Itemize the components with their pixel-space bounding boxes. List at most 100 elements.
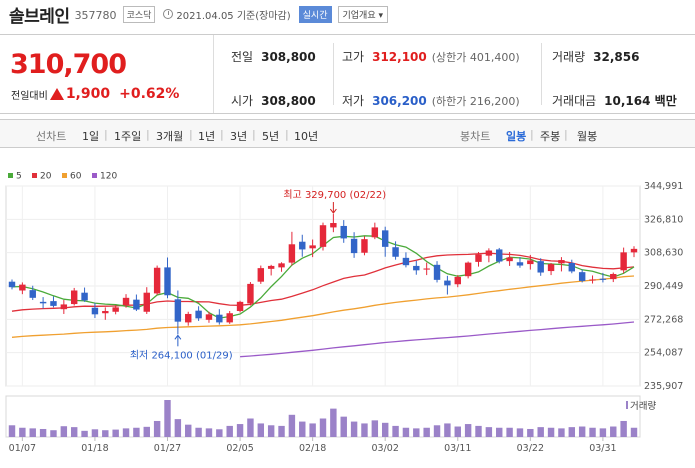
volume-bar [537, 427, 544, 437]
tab-1w[interactable]: 1주일 [114, 130, 142, 143]
stock-name[interactable]: 솔브레인 [9, 6, 70, 27]
tab-10y[interactable]: 10년 [294, 130, 319, 143]
volume-bar [547, 427, 555, 437]
volume-bar [361, 423, 368, 437]
volume-bar [464, 424, 472, 437]
candle-body [413, 265, 420, 271]
candle-body [195, 310, 202, 319]
volume-bar [164, 400, 171, 437]
x-tick-label: 02/18 [299, 443, 326, 454]
divider [333, 43, 334, 105]
candle-body [444, 280, 451, 286]
candle-body [19, 284, 26, 291]
volume-bar [620, 420, 627, 437]
candle-body [361, 239, 368, 253]
candle-body [620, 252, 627, 271]
y-tick-label: 344,991 [644, 181, 683, 192]
chart-canvas[interactable]: 344,991 326,810 308,630 290,449 272,268 254,0… [0, 166, 695, 464]
volume-bar [340, 416, 347, 437]
tab-1y[interactable]: 1년 [198, 130, 216, 143]
candle-body [537, 261, 544, 273]
y-tick-label: 308,630 [644, 248, 683, 259]
candle-body [610, 273, 617, 280]
candle-body [288, 244, 296, 263]
volume-bar [133, 427, 140, 437]
y-tick-label: 235,907 [644, 381, 683, 392]
volume-bar [330, 408, 337, 437]
volume-bar [299, 421, 306, 437]
low-arrow-head [174, 334, 182, 340]
volume-bar [257, 423, 265, 437]
volume-bar [433, 425, 441, 437]
candle-body [70, 290, 78, 305]
volume-legend-swatch [626, 401, 628, 409]
tab-monthly[interactable]: 월봉 [577, 130, 598, 143]
tab-weekly[interactable]: 주봉 [540, 130, 561, 143]
company-overview-dropdown[interactable]: 기업개요 ▾ [337, 5, 388, 23]
candle-body [91, 307, 99, 315]
candle-body [50, 301, 57, 306]
stock-code: 357780 [74, 8, 117, 22]
candle-body [485, 250, 493, 256]
candle-body [102, 311, 109, 314]
candle-body [247, 283, 254, 304]
quote-date-text: 2021.04.05 기준(장마감) [176, 10, 291, 22]
tab-5y[interactable]: 5년 [262, 130, 280, 143]
header: 솔브레인 357780 코스닥 2021.04.05 기준(장마감) 실시간 기… [0, 0, 695, 28]
high-value: 312,100 [372, 49, 427, 64]
candle-body [381, 230, 389, 247]
volume-label: 거래량 [552, 50, 586, 64]
tab-1d[interactable]: 1일 [82, 130, 100, 143]
tab-3m[interactable]: 3개월 [156, 130, 184, 143]
low-label: 저가 [342, 94, 365, 108]
candle-body [257, 268, 265, 282]
volume-bar [599, 428, 607, 437]
volume-bar [423, 427, 430, 437]
candle-body [278, 263, 285, 268]
x-tick-label: 01/18 [81, 443, 108, 454]
high-label: 고가 [342, 50, 365, 64]
legend-label: 5 [16, 172, 22, 182]
volume-bar [475, 425, 482, 437]
candle-body [39, 301, 47, 304]
ma60-line [11, 275, 635, 338]
legend-swatch [32, 173, 37, 178]
divider: | [252, 128, 256, 141]
low-annotation: 최저 264,100 (01/29) [130, 349, 233, 361]
volume-bar [216, 429, 223, 437]
volume-bar [39, 428, 47, 437]
volume-bar [29, 428, 36, 437]
tab-daily[interactable]: 일봉 [506, 130, 527, 143]
candle-body [589, 279, 596, 281]
candle-body [133, 299, 140, 310]
candle-body [122, 297, 130, 306]
candle-body [205, 314, 213, 320]
realtime-button[interactable]: 실시간 [298, 5, 332, 23]
volume-bar [185, 424, 192, 437]
volume-bar [122, 428, 130, 437]
volume-bar [267, 425, 275, 437]
volume-bar [444, 423, 451, 437]
quote-details: 전일 308,800 고가 312,100 (상한가 401,400) 거래량 … [213, 35, 695, 113]
market-badge: 코스닥 [122, 5, 156, 23]
candle-body [516, 262, 524, 266]
open-price: 시가 308,800 [231, 92, 316, 109]
candle-body [112, 307, 119, 312]
candle-body [454, 276, 461, 285]
divider: | [104, 128, 108, 141]
volume-bar [226, 425, 233, 437]
change-label: 전일대비 [11, 90, 48, 102]
divider: | [220, 128, 224, 141]
candle-body [174, 299, 182, 322]
volume-bar [568, 427, 576, 437]
volume-bar [102, 430, 109, 437]
ma120-line [240, 321, 635, 358]
candlestick-chart[interactable]: 344,991 326,810 308,630 290,449 272,268 254,0… [0, 166, 695, 464]
x-tick-label: 03/22 [517, 443, 544, 454]
lower-limit: (하한가 216,200) [431, 94, 520, 108]
candle-body [60, 304, 68, 310]
tab-3y[interactable]: 3년 [230, 130, 248, 143]
candle-body [226, 313, 233, 323]
x-tick-label: 03/02 [372, 443, 399, 454]
